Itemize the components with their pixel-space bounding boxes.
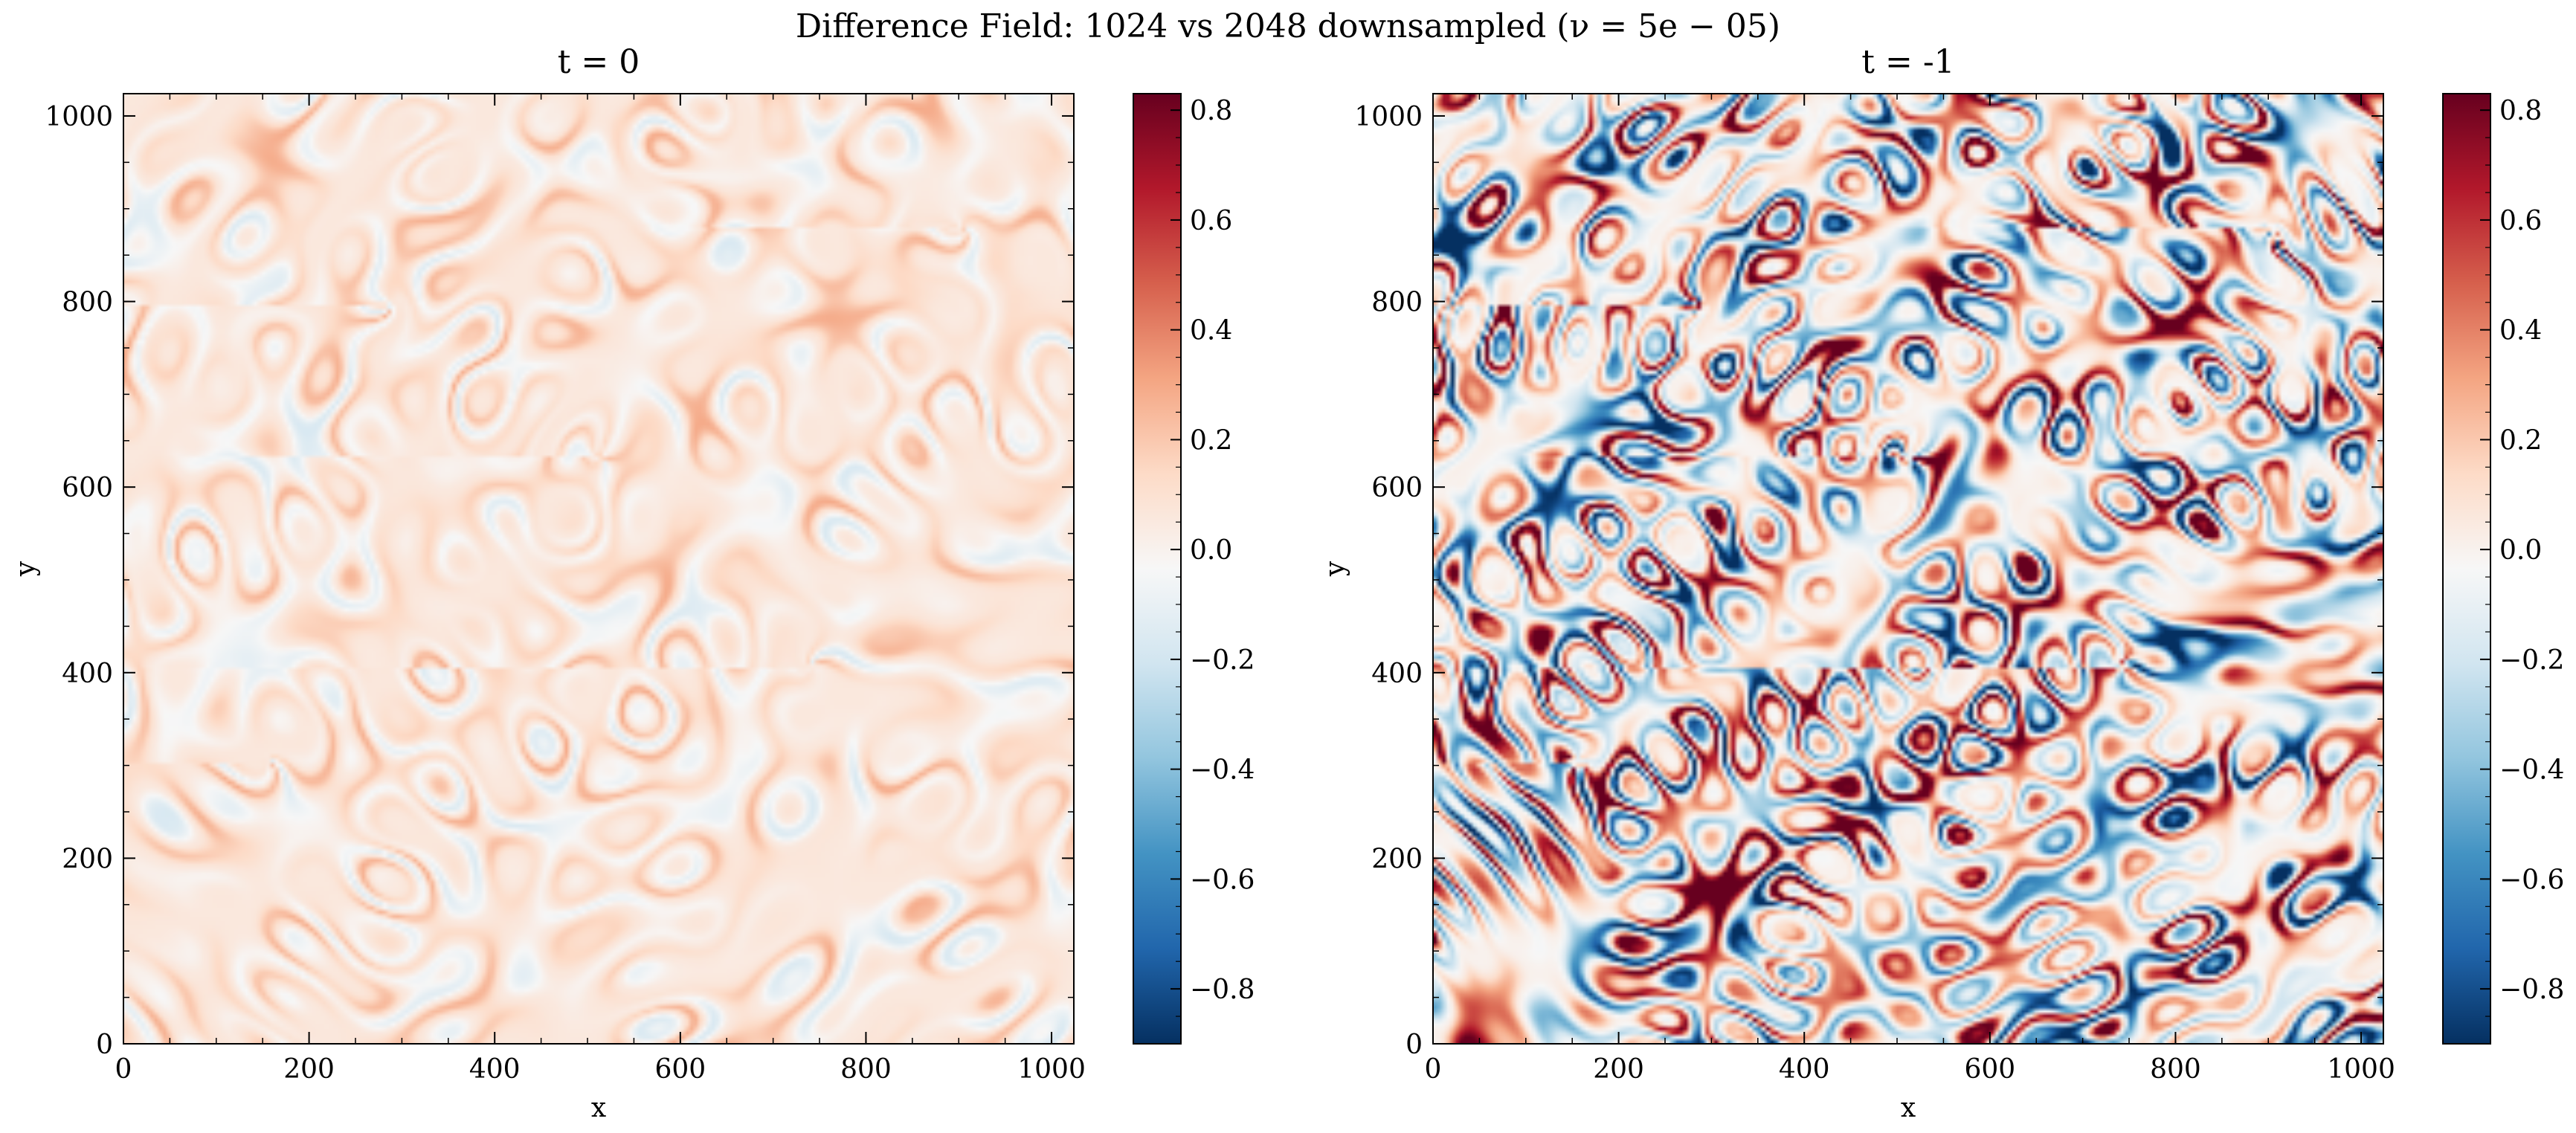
panel-left: t = 0 0 200 400 600 800 1000 0 200 400 600 800 1000…	[10, 43, 1255, 1123]
colorbar-tick-label: −0.4	[1190, 755, 1255, 786]
colorbar-tick-label: 0.8	[2499, 96, 2542, 126]
y-tick-label: 600	[62, 473, 113, 503]
panel-left-title: t = 0	[558, 43, 640, 81]
x-tick-label: 800	[2150, 1054, 2201, 1085]
colorbar-tick-label: 0.6	[2499, 206, 2542, 236]
x-tick-label: 200	[1593, 1054, 1644, 1085]
x-tick-label: 800	[840, 1054, 892, 1085]
colorbar-tick-label: 0.4	[2499, 316, 2542, 346]
colorbar-tick-label: −0.2	[1190, 645, 1255, 676]
colorbar-tick-label: 0.2	[1190, 425, 1232, 456]
panel-left-colorbar-ticks: −0.8 −0.6 −0.4 −0.2 0.0 0.2 0.4 0.6 0.8	[1171, 96, 1255, 1045]
y-tick-label: 1000	[1354, 102, 1423, 132]
panel-left-ticks: 0 200 400 600 800 1000 0 200 400 600 800 1000	[45, 94, 1086, 1085]
panel-right-ticks: 0 200 400 600 800 1000 0 200 400 600 800 1000	[1354, 94, 2395, 1085]
panel-left-frame	[123, 93, 1075, 1045]
panel-left-xlabel: x	[591, 1093, 606, 1123]
y-tick-label: 0	[96, 1030, 113, 1060]
y-tick-label: 1000	[45, 102, 113, 132]
colorbar-tick-label: −0.2	[2499, 645, 2564, 676]
colorbar-tick-label: −0.8	[1190, 975, 1255, 1005]
panel-left-colorbar	[1133, 93, 1182, 1045]
y-tick-label: 200	[1371, 844, 1423, 874]
x-tick-label: 600	[1964, 1054, 2015, 1085]
y-tick-label: 400	[62, 659, 113, 689]
x-tick-label: 1000	[2327, 1054, 2395, 1085]
y-tick-label: 600	[1371, 473, 1423, 503]
y-tick-label: 0	[1405, 1030, 1423, 1060]
colorbar-tick-label: 0.2	[2499, 425, 2542, 456]
x-tick-label: 600	[654, 1054, 706, 1085]
colorbar-tick-label: −0.6	[2499, 865, 2564, 895]
panel-right-xlabel: x	[1901, 1093, 1916, 1123]
colorbar-tick-label: −0.4	[2499, 755, 2564, 786]
y-tick-label: 800	[62, 288, 113, 318]
panel-right-title: t = -1	[1861, 43, 1954, 81]
colorbar-tick-label: 0.4	[1190, 316, 1232, 346]
panel-right-colorbar	[2442, 93, 2491, 1045]
figure-title: Difference Field: 1024 vs 2048 downsampl…	[796, 7, 1780, 45]
panel-right-frame	[1432, 93, 2384, 1045]
colorbar-tick-label: −0.8	[2499, 975, 2564, 1005]
x-tick-label: 0	[115, 1054, 132, 1085]
panel-right-colorbar-ticks: −0.8 −0.6 −0.4 −0.2 0.0 0.2 0.4 0.6 0.8	[2480, 96, 2564, 1045]
x-tick-label: 200	[283, 1054, 335, 1085]
panel-right-heatmap	[1433, 94, 2383, 1044]
panel-left-ylabel: y	[10, 561, 41, 577]
x-tick-label: 400	[469, 1054, 521, 1085]
panel-right-ylabel: y	[1320, 561, 1350, 577]
x-tick-label: 400	[1779, 1054, 1830, 1085]
colorbar-tick-label: 0.0	[1190, 535, 1232, 566]
y-tick-label: 800	[1371, 288, 1423, 318]
colorbar-tick-label: 0.6	[1190, 206, 1232, 236]
y-tick-label: 200	[62, 844, 113, 874]
y-tick-label: 400	[1371, 659, 1423, 689]
colorbar-tick-label: 0.0	[2499, 535, 2542, 566]
colorbar-tick-label: −0.6	[1190, 865, 1255, 895]
x-tick-label: 0	[1425, 1054, 1442, 1085]
panel-left-heatmap	[123, 94, 1074, 1044]
x-tick-label: 1000	[1017, 1054, 1086, 1085]
panel-right: t = -1 0 200 400 600 800 1000 0 200 400 600 800 100…	[1320, 43, 2564, 1123]
colorbar-tick-label: 0.8	[1190, 96, 1232, 126]
